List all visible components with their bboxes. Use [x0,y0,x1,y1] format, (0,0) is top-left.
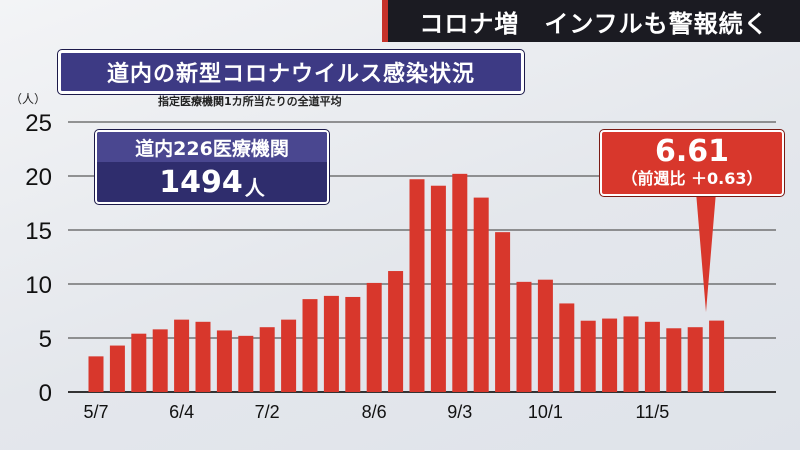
info-box-value-row: 1494 人 [97,162,327,202]
info-box-value: 1494 [159,164,243,200]
bar [366,282,382,392]
y-tick-label: 0 [39,380,52,407]
x-tick-label: 6/4 [169,402,194,422]
y-tick-label: 5 [39,326,52,353]
headline-text: コロナ増 インフルも警報続く [419,9,769,38]
x-tick-label: 5/7 [83,402,108,422]
chart-title-box: 道内の新型コロナウイルス感染状況 [58,50,524,94]
bar [666,328,682,392]
bar [623,316,639,392]
info-box-unit: 人 [244,175,265,200]
x-tick-label: 11/5 [636,402,670,422]
bars [88,173,725,392]
bar [644,321,660,392]
y-tick-label: 15 [25,218,52,245]
bar [109,345,125,392]
callout-pointer [696,192,716,312]
bar [174,319,190,392]
bar [709,320,725,392]
y-axis-unit: （人） [10,92,47,106]
bar [238,335,254,392]
bar [323,295,339,392]
bar [687,327,703,392]
bar [409,179,425,392]
bar [388,271,404,392]
bar [88,356,104,392]
bar [495,232,511,392]
y-axis-ticks: 0 5 10 15 20 25 [25,110,52,407]
y-tick-label: 20 [25,164,52,191]
info-box-label: 道内226医療機関 [97,132,327,162]
bar [259,327,275,392]
y-tick-label: 25 [25,110,52,137]
x-tick-label: 8/6 [362,402,387,422]
chart-subtitle: 指定医療機関1カ所当たりの全道平均 [158,95,342,108]
chart-title: 道内の新型コロナウイルス感染状況 [106,62,475,87]
bar [537,279,553,392]
latest-value-callout: 6.61 （前週比 ＋0.63） [600,130,784,196]
callout-value: 6.61 [654,134,730,169]
x-tick-label: 7/2 [255,402,280,422]
bar [345,296,361,392]
bar [216,330,232,392]
x-tick-label: 10/1 [528,402,563,422]
bar [195,321,211,392]
info-box: 道内226医療機関 1494 人 [95,130,329,204]
bar [559,303,575,392]
x-tick-label: 9/3 [447,402,472,422]
y-tick-label: 10 [25,272,52,299]
bar [430,185,446,392]
bar [473,197,489,392]
bar [152,329,168,392]
bar [281,319,297,392]
headline-banner: コロナ増 インフルも警報続く [382,0,800,42]
bar [302,299,318,392]
bar [580,320,596,392]
bar [452,173,468,392]
callout-change: （前週比 ＋0.63） [621,169,763,188]
bar [602,318,618,392]
bar [516,281,532,392]
bar [131,333,147,392]
x-axis-ticks: 5/7 6/4 7/2 8/6 9/3 10/1 11/5 [83,402,669,422]
